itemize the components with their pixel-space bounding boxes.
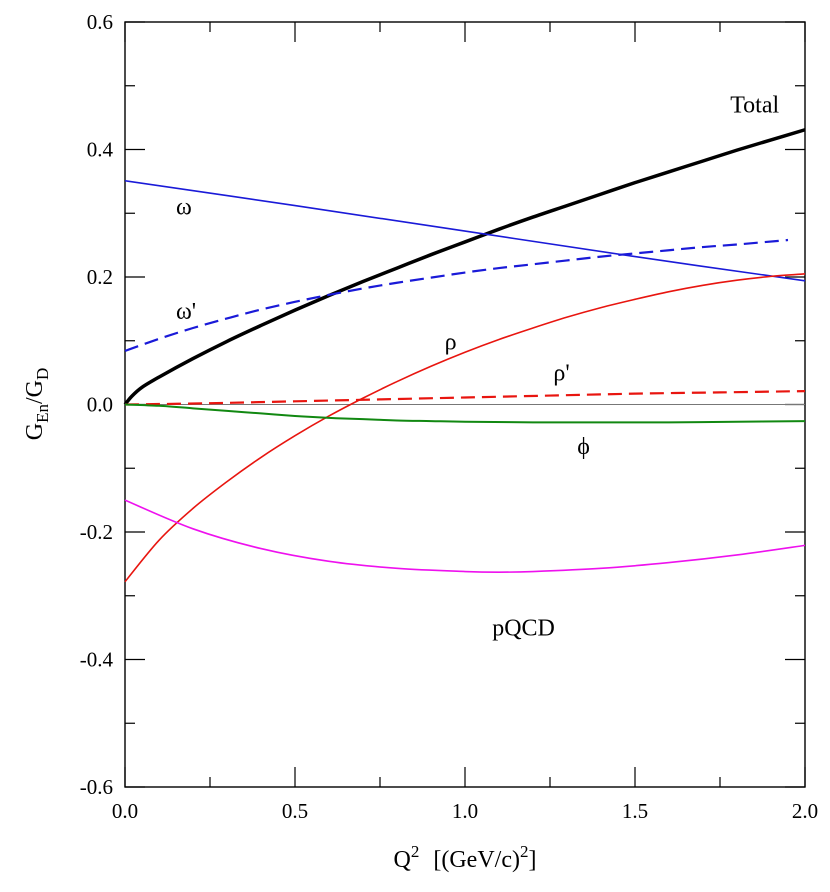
y-tick-label: 0.4: [87, 138, 114, 162]
series-label-6: pQCD: [492, 615, 555, 641]
y-tick-label: 0.2: [87, 265, 113, 289]
y-axis-title-sub2: D: [33, 368, 52, 380]
series-curve-4: [124, 390, 806, 406]
y-tick-label: -0.6: [80, 775, 113, 799]
series-label-1: ω: [176, 195, 192, 221]
series-label-5: ϕ: [577, 434, 590, 460]
x-tick-label: 1.5: [622, 799, 648, 823]
x-axis-title: Q2 [(GeV/c)2]: [394, 842, 537, 873]
y-tick-label: -0.2: [80, 520, 113, 544]
series-label-4: ρ': [553, 360, 569, 386]
series-curve-1: [124, 179, 806, 282]
series-label-2: ω': [176, 299, 196, 325]
x-axis-title-unit-close: ]: [528, 847, 536, 873]
x-tick-label: 1.0: [452, 799, 478, 823]
x-axis-title-sup: 2: [411, 842, 420, 861]
x-tick-label: 0.5: [282, 799, 308, 823]
x-axis-title-base: Q: [394, 847, 411, 873]
series-curves: [123, 128, 806, 583]
y-axis-title-slash: /G: [22, 380, 48, 404]
series-label-3: ρ: [445, 330, 457, 356]
series-labels: Total ω ω' ρ ρ' ϕ pQCD: [176, 93, 780, 642]
x-tick-label: 2.0: [792, 799, 818, 823]
series-curve-2: [124, 238, 789, 352]
x-axis-title-unit-sup: 2: [520, 842, 529, 861]
series-curve-0: [123, 128, 806, 406]
axis-ticks: 0.0 0.5 1.0 1.5 2.0 -0.6 -0.4 -0.2 0.0 0.2 0.4 0.6: [80, 10, 818, 823]
y-axis-title-base: G: [22, 423, 48, 440]
series-curve-3: [124, 273, 806, 583]
x-tick-label: 0.0: [112, 799, 138, 823]
y-axis-title-sub1: En: [33, 404, 52, 423]
y-tick-label: -0.4: [80, 648, 114, 672]
y-tick-label: 0.0: [87, 393, 113, 417]
series-curve-6: [124, 499, 806, 573]
series-curve-5: [124, 403, 806, 424]
x-axis-title-unit: [(GeV/c): [433, 847, 520, 873]
y-tick-label: 0.6: [87, 10, 113, 34]
y-axis-title: GEn/GD: [22, 368, 52, 441]
series-label-0: Total: [730, 93, 779, 119]
